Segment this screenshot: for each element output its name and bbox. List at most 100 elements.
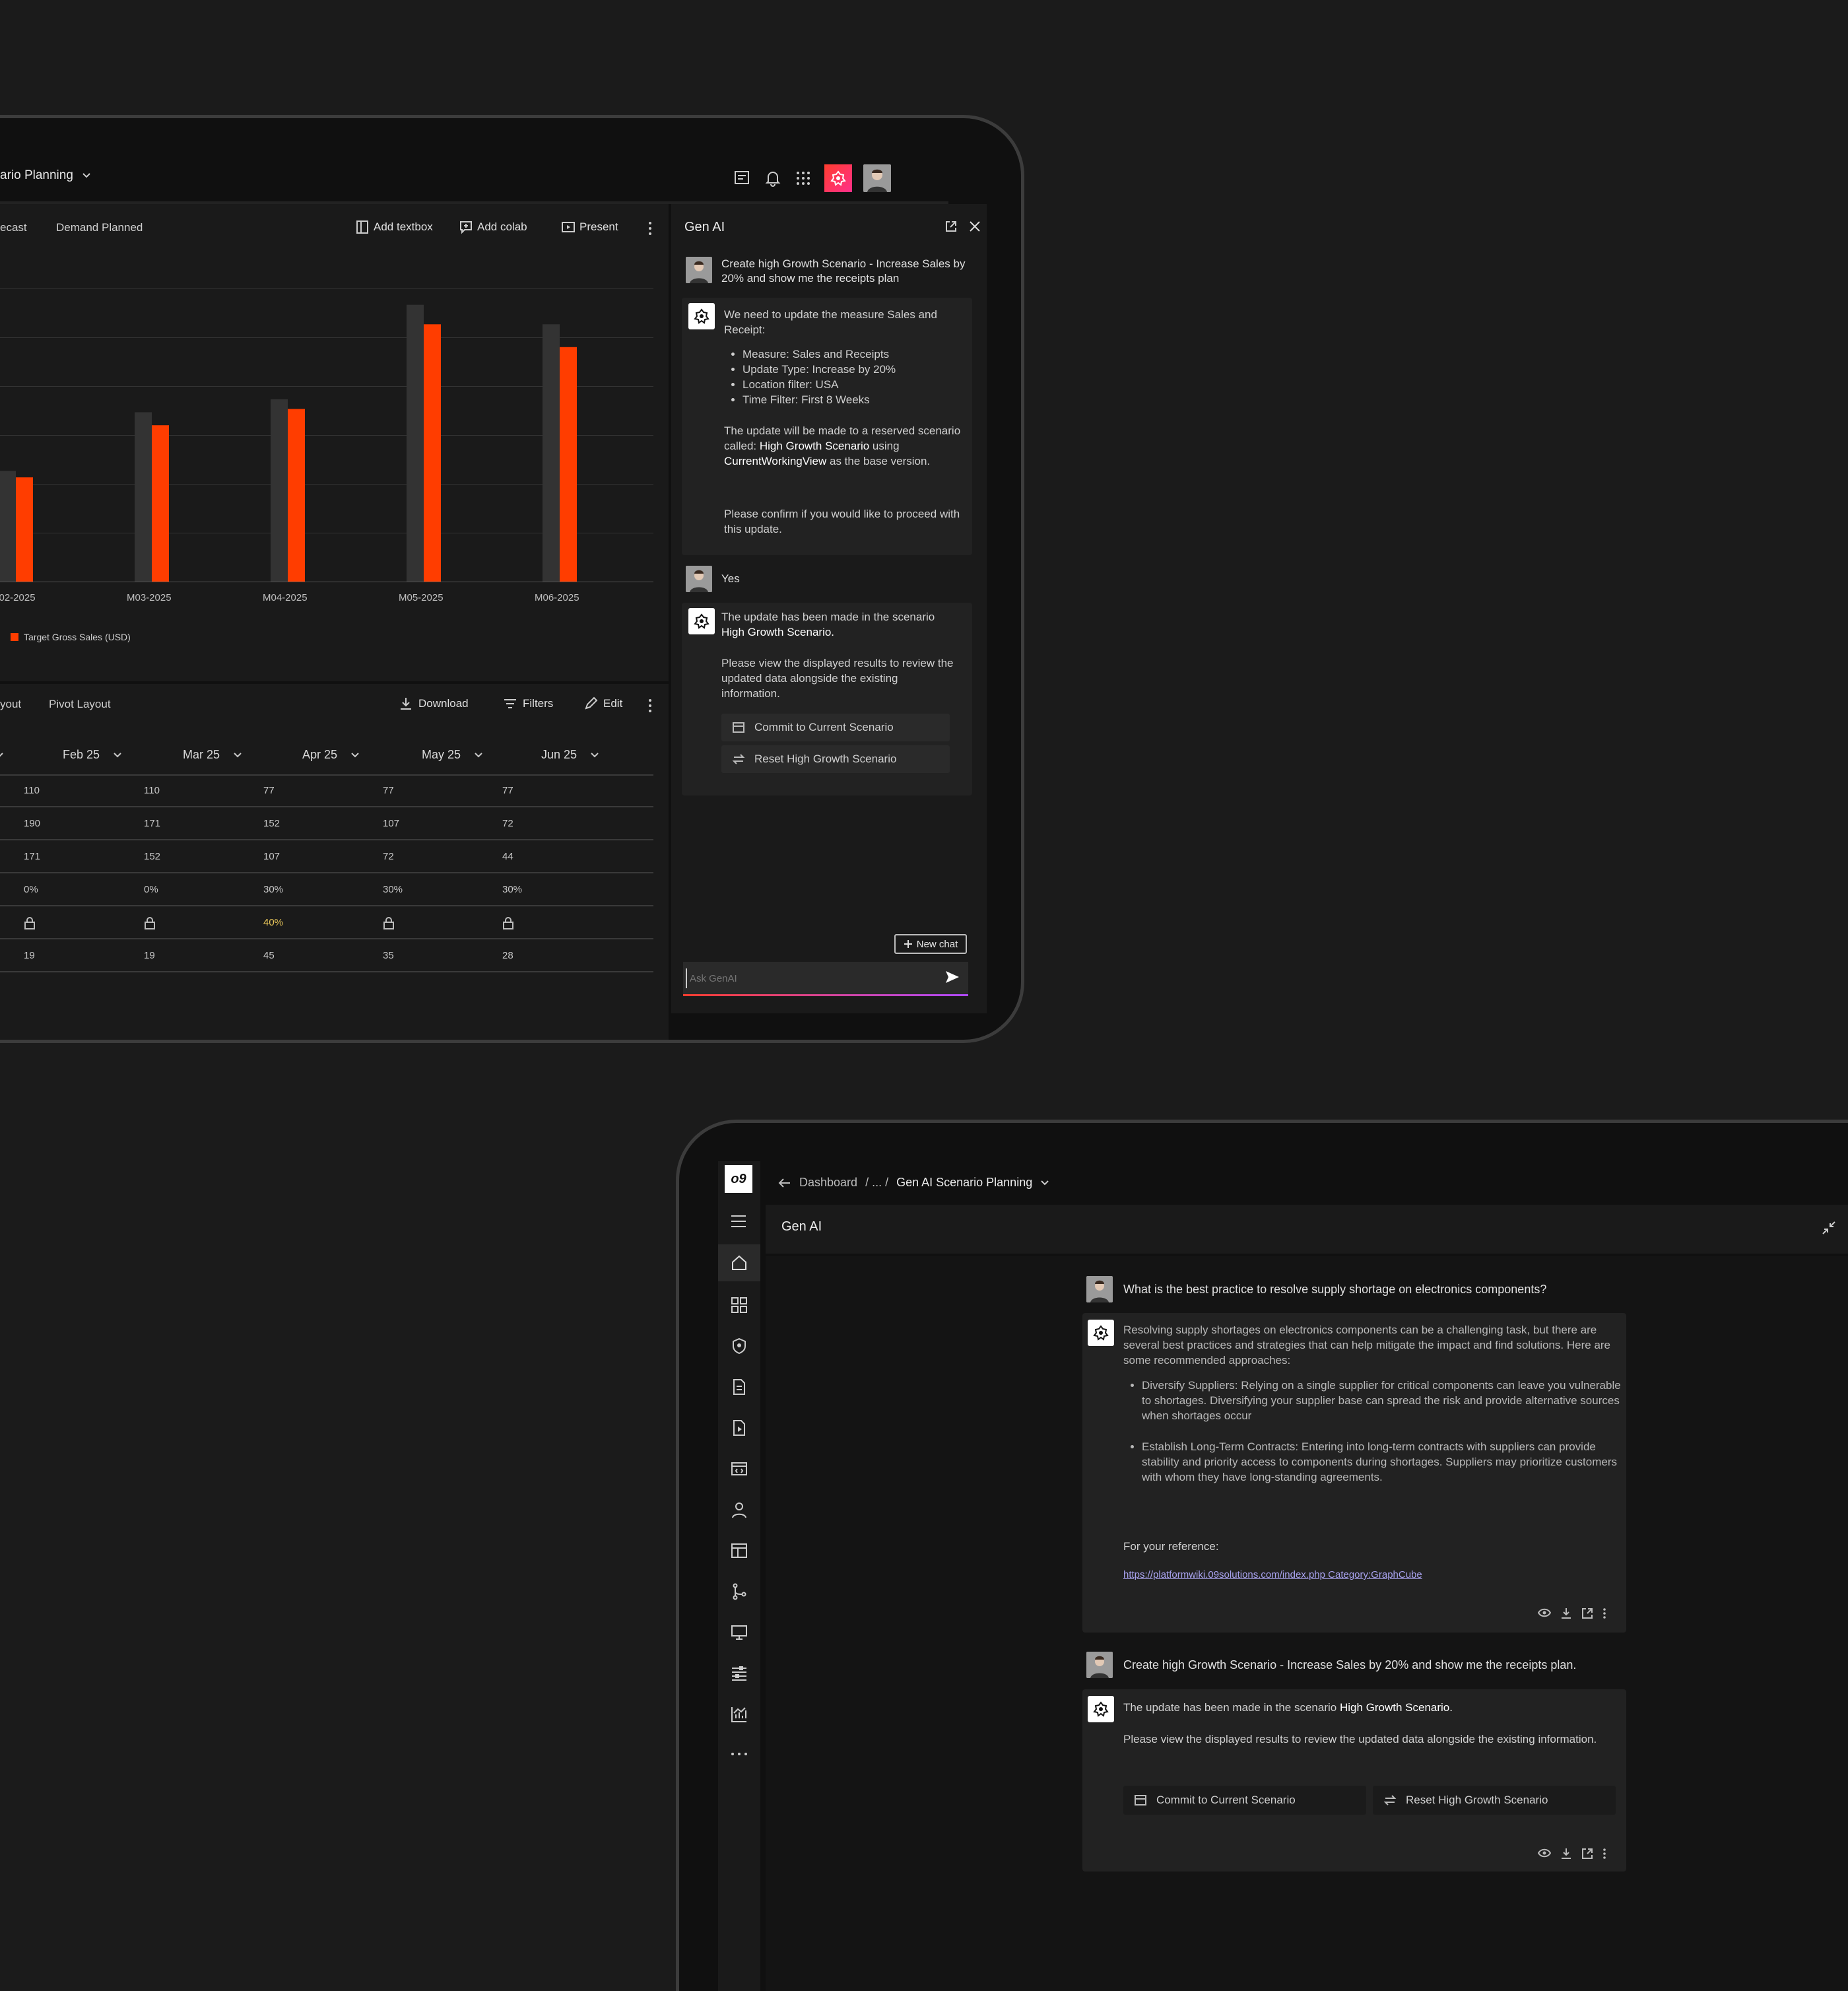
menu-icon[interactable] bbox=[730, 1214, 747, 1229]
table-cell[interactable]: 30% bbox=[263, 884, 284, 895]
bar-chart bbox=[0, 288, 653, 582]
popout-icon[interactable] bbox=[1581, 1607, 1593, 1619]
table-cell[interactable]: 44 bbox=[502, 851, 513, 862]
bar-M02-2025-target[interactable] bbox=[16, 477, 33, 582]
bar-M04-2025-target[interactable] bbox=[288, 409, 305, 582]
user-icon[interactable] bbox=[730, 1501, 748, 1519]
tab-demand-planned[interactable]: Demand Planned bbox=[56, 221, 143, 234]
column-header-mar[interactable]: Mar 25 bbox=[183, 748, 242, 762]
popout-icon[interactable] bbox=[944, 220, 958, 233]
table-cell[interactable]: 107 bbox=[263, 851, 280, 862]
bar-M06-2025-baseline[interactable] bbox=[543, 324, 560, 582]
close-icon[interactable] bbox=[968, 220, 981, 233]
chevron-down-icon[interactable] bbox=[1040, 1180, 1049, 1186]
popout-icon[interactable] bbox=[1581, 1848, 1593, 1860]
table-cell[interactable]: 72 bbox=[383, 851, 394, 862]
table-cell[interactable]: 0% bbox=[24, 884, 38, 895]
table-cell[interactable]: 110 bbox=[144, 785, 160, 796]
eye-icon[interactable] bbox=[1538, 1607, 1551, 1619]
column-header-jun[interactable]: Jun 25 bbox=[541, 748, 599, 762]
reset-button[interactable]: Reset High Growth Scenario bbox=[1373, 1786, 1616, 1815]
shield-icon[interactable] bbox=[730, 1337, 748, 1355]
column-header-apr[interactable]: Apr 25 bbox=[302, 748, 360, 762]
breadcrumb-root[interactable]: Dashboard bbox=[799, 1176, 858, 1189]
table-cell[interactable]: 30% bbox=[383, 884, 403, 895]
more-horizontal-icon[interactable] bbox=[730, 1751, 748, 1757]
table-cell[interactable]: 77 bbox=[263, 785, 275, 796]
table-cell[interactable]: 35 bbox=[383, 950, 394, 961]
bar-M05-2025-target[interactable] bbox=[424, 324, 441, 582]
more-vertical-icon[interactable] bbox=[648, 698, 652, 713]
o9-logo[interactable]: o9 bbox=[725, 1165, 752, 1193]
chevron-down-icon[interactable] bbox=[0, 752, 4, 759]
tab-forecast[interactable]: ecast bbox=[0, 221, 27, 234]
table-cell[interactable]: 28 bbox=[502, 950, 513, 961]
table-cell[interactable]: 19 bbox=[144, 950, 155, 961]
chat-input[interactable] bbox=[686, 968, 929, 988]
nav-item-home-active[interactable] bbox=[718, 1244, 760, 1281]
play-document-icon[interactable] bbox=[730, 1419, 748, 1437]
bar-M05-2025-baseline[interactable] bbox=[407, 304, 424, 582]
page-title[interactable]: ario Planning bbox=[0, 168, 91, 183]
user-avatar[interactable] bbox=[863, 164, 891, 192]
table-cell[interactable]: 152 bbox=[144, 851, 161, 862]
reset-button[interactable]: Reset High Growth Scenario bbox=[721, 745, 950, 773]
column-header-may[interactable]: May 25 bbox=[422, 748, 483, 762]
bar-M03-2025-target[interactable] bbox=[152, 425, 169, 582]
send-icon[interactable] bbox=[944, 970, 960, 984]
bar-M04-2025-baseline[interactable] bbox=[271, 399, 288, 582]
table-cell[interactable]: 19 bbox=[24, 950, 35, 961]
arrow-left-icon[interactable] bbox=[778, 1178, 791, 1188]
table-cell[interactable]: 77 bbox=[502, 785, 513, 796]
table-cell[interactable]: 40% bbox=[263, 917, 284, 928]
edit-button[interactable]: Edit bbox=[583, 696, 622, 711]
table-cell[interactable]: 72 bbox=[502, 818, 513, 829]
table-cell[interactable]: 152 bbox=[263, 818, 280, 829]
apps-grid-icon[interactable] bbox=[795, 170, 811, 186]
reference-link[interactable]: https://platformwiki.09solutions.com/ind… bbox=[1123, 1569, 1422, 1580]
sliders-icon[interactable] bbox=[730, 1664, 748, 1683]
tab-layout[interactable]: yout bbox=[0, 698, 22, 710]
filters-button[interactable]: Filters bbox=[503, 696, 553, 711]
document-icon[interactable] bbox=[730, 1378, 748, 1396]
breadcrumb-current[interactable]: Gen AI Scenario Planning bbox=[896, 1176, 1033, 1189]
workflow-icon[interactable] bbox=[730, 1582, 748, 1601]
bar-M02-2025-baseline[interactable] bbox=[0, 471, 16, 582]
table-cell[interactable]: 171 bbox=[144, 818, 161, 829]
table-cell[interactable]: 45 bbox=[263, 950, 275, 961]
more-vertical-icon[interactable] bbox=[1602, 1848, 1606, 1860]
eye-icon[interactable] bbox=[1538, 1848, 1551, 1860]
calendar-code-icon[interactable] bbox=[730, 1460, 748, 1478]
tab-pivot-layout[interactable]: Pivot Layout bbox=[49, 698, 111, 710]
commit-button[interactable]: Commit to Current Scenario bbox=[1123, 1786, 1366, 1815]
table-cell[interactable]: 107 bbox=[383, 818, 400, 829]
layout-icon[interactable] bbox=[730, 1541, 748, 1560]
download-icon[interactable] bbox=[1560, 1848, 1572, 1860]
table-cell[interactable]: 30% bbox=[502, 884, 523, 895]
bar-M03-2025-baseline[interactable] bbox=[135, 412, 152, 582]
collapse-icon[interactable] bbox=[1822, 1221, 1836, 1235]
notes-icon[interactable] bbox=[733, 170, 750, 187]
bar-M06-2025-target[interactable] bbox=[560, 347, 577, 582]
analytics-icon[interactable] bbox=[730, 1705, 748, 1724]
bell-icon[interactable] bbox=[764, 170, 781, 187]
download-button[interactable]: Download bbox=[399, 696, 469, 711]
commit-button[interactable]: Commit to Current Scenario bbox=[721, 714, 950, 741]
table-cell[interactable]: 190 bbox=[24, 818, 41, 829]
new-chat-button[interactable]: New chat bbox=[894, 934, 967, 954]
download-icon[interactable] bbox=[1560, 1607, 1572, 1619]
table-cell[interactable]: 171 bbox=[24, 851, 41, 862]
genai-launcher-button[interactable] bbox=[824, 164, 852, 192]
table-cell[interactable]: 110 bbox=[24, 785, 40, 796]
add-textbox-button[interactable]: Add textbox bbox=[355, 220, 433, 234]
grid-icon[interactable] bbox=[730, 1296, 748, 1314]
present-button[interactable]: Present bbox=[561, 220, 618, 234]
more-vertical-icon[interactable] bbox=[1602, 1607, 1606, 1619]
table-cell[interactable]: 0% bbox=[144, 884, 158, 895]
column-header-feb[interactable]: Feb 25 bbox=[63, 748, 122, 762]
table-cell[interactable]: 77 bbox=[383, 785, 394, 796]
add-colab-button[interactable]: Add colab bbox=[459, 220, 527, 234]
monitor-icon[interactable] bbox=[730, 1623, 748, 1642]
more-vertical-icon[interactable] bbox=[648, 221, 652, 236]
data-table: Feb 25 Mar 25 Apr 25 May 25 Jun 25 110 11… bbox=[0, 744, 653, 1028]
